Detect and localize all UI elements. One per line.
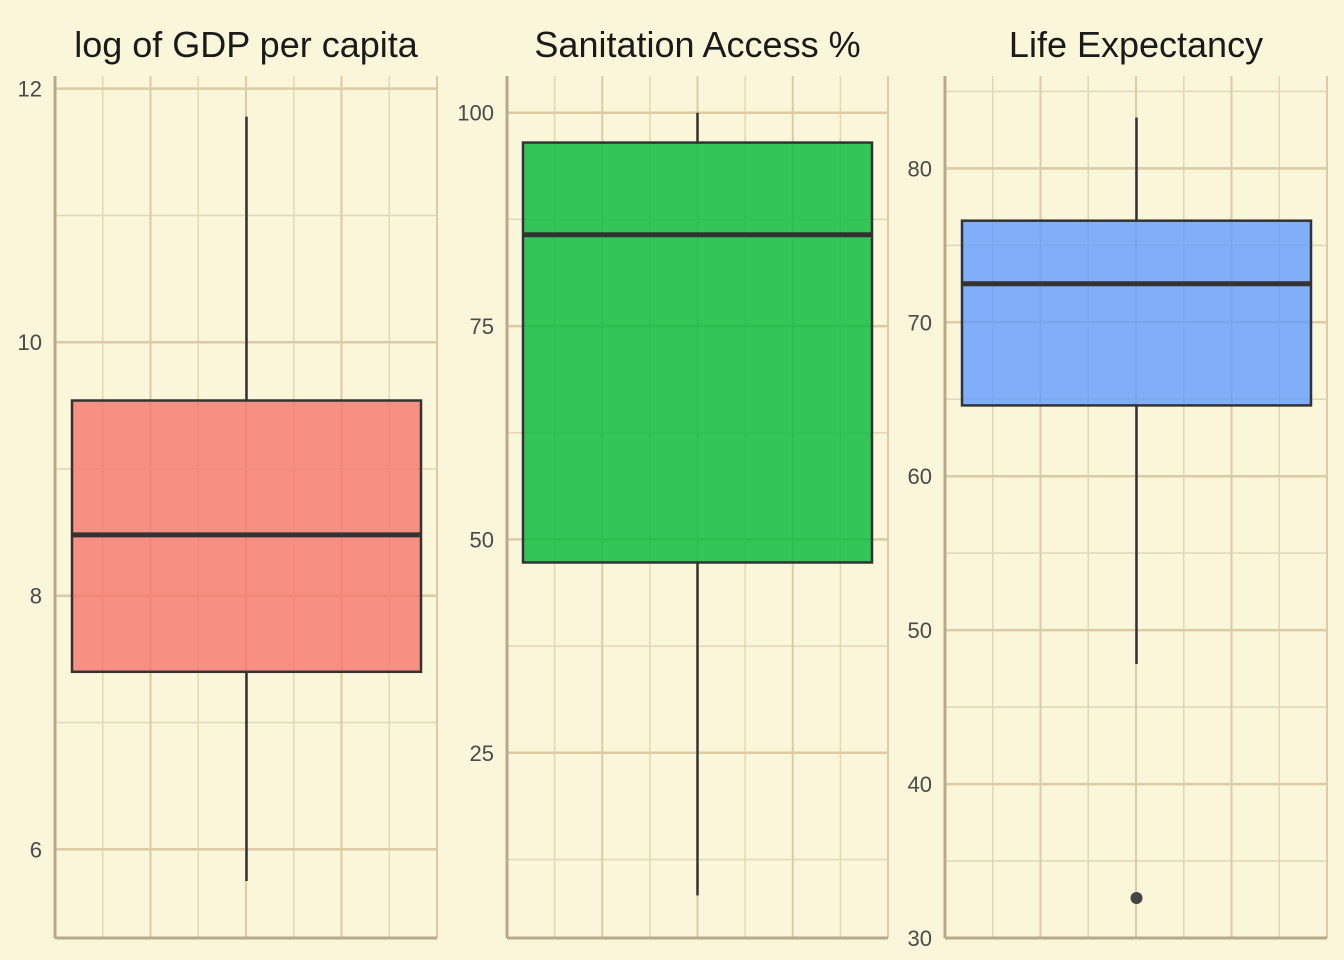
panel-title: log of GDP per capita bbox=[74, 24, 419, 65]
panel-title: Life Expectancy bbox=[1009, 24, 1263, 65]
panel-sanitation: 25 50 75 100 Sanitation Access % bbox=[457, 24, 889, 940]
y-tick-label: 40 bbox=[908, 772, 932, 797]
y-tick-label: 60 bbox=[908, 464, 932, 489]
y-tick-label: 30 bbox=[908, 926, 932, 951]
panel-title: Sanitation Access % bbox=[534, 24, 860, 65]
y-tick-label: 50 bbox=[908, 618, 932, 643]
y-tick-label: 8 bbox=[30, 584, 42, 609]
iqr-box bbox=[960, 219, 1313, 407]
y-tick-label: 80 bbox=[908, 156, 932, 181]
y-tick-label: 100 bbox=[457, 101, 494, 126]
y-tick-label: 6 bbox=[30, 837, 42, 862]
y-tick-label: 50 bbox=[470, 527, 494, 552]
iqr-box bbox=[521, 141, 874, 564]
y-tick-label: 10 bbox=[18, 330, 42, 355]
panel-gdp: 6 8 10 12 log of GDP per capita bbox=[18, 24, 438, 940]
outlier-point bbox=[1130, 891, 1143, 904]
y-tick-label: 70 bbox=[908, 310, 932, 335]
y-tick-label: 12 bbox=[18, 77, 42, 102]
panel-life-expectancy: 30 40 50 60 70 80 Life Expectancy bbox=[908, 24, 1328, 951]
y-tick-label: 75 bbox=[470, 314, 494, 339]
y-tick-label: 25 bbox=[470, 741, 494, 766]
